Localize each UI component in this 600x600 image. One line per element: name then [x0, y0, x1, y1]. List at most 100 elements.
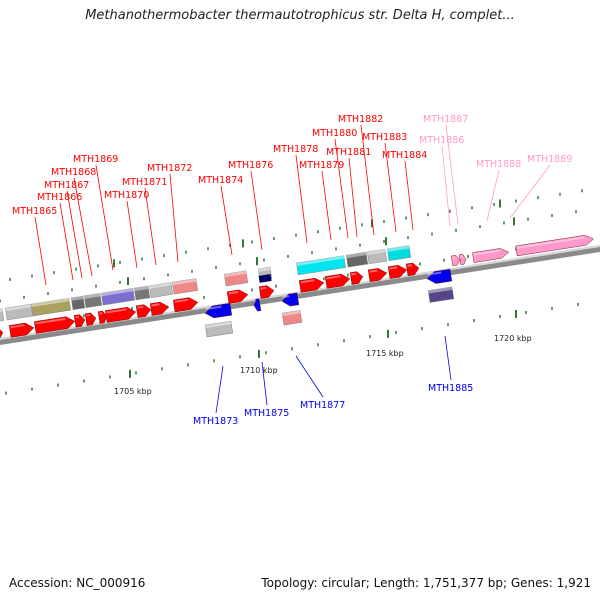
reverse-feature-box-fill — [427, 286, 455, 303]
gene-label[interactable]: MTH1874 — [198, 175, 243, 186]
topology-label: Topology: circular; Length: 1,751,377 bp… — [261, 576, 591, 590]
forward-gene-arrow[interactable] — [73, 314, 86, 328]
forward-gene-arrow-shine — [10, 324, 25, 329]
feature-box-fill — [366, 248, 388, 265]
faded-gene-arrow-body[interactable] — [459, 254, 467, 265]
gene-label[interactable]: MTH1873 — [193, 416, 238, 427]
gene-label[interactable]: MTH1867 — [44, 180, 89, 191]
feature-box — [386, 245, 412, 262]
forward-gene-arrow[interactable] — [258, 285, 275, 299]
gene-label[interactable]: MTH1870 — [104, 190, 149, 201]
gene-label[interactable]: MTH1889 — [527, 154, 572, 165]
reverse-gene-arrow-shine — [427, 271, 442, 276]
faded-gene-arrow[interactable] — [459, 254, 467, 265]
forward-gene-arrow[interactable] — [149, 301, 170, 316]
gene-label[interactable]: MTH1865 — [12, 206, 57, 217]
forward-gene-arrow[interactable] — [0, 327, 4, 341]
callout-line — [334, 138, 349, 239]
forward-gene-arrow-body[interactable] — [324, 273, 351, 289]
forward-gene-arrow-body[interactable] — [226, 289, 249, 304]
callout-line — [126, 200, 138, 269]
gene-arrows[interactable] — [0, 234, 595, 341]
gene-label[interactable]: MTH1876 — [228, 160, 273, 171]
forward-gene-arrow-body[interactable] — [73, 314, 86, 328]
feature-box-shine — [346, 252, 367, 259]
gene-label[interactable]: MTH1882 — [338, 114, 383, 125]
callout-line — [250, 170, 263, 251]
feature-box-fill — [258, 274, 272, 283]
forward-gene-arrow-body[interactable] — [172, 296, 199, 313]
forward-gene-arrow[interactable] — [367, 267, 388, 282]
faded-gene-arrow-body[interactable] — [451, 255, 461, 267]
gene-label[interactable]: MTH1881 — [326, 147, 371, 158]
forward-gene-arrow[interactable] — [135, 304, 152, 318]
gene-label[interactable]: MTH1880 — [312, 128, 357, 139]
faded-gene-arrow-body[interactable] — [515, 234, 595, 257]
reverse-gene-arrow-body[interactable] — [204, 303, 232, 319]
faded-gene-arrow-body[interactable] — [472, 247, 510, 263]
callout-line — [215, 365, 224, 414]
reverse-gene-arrow[interactable] — [281, 292, 300, 307]
forward-gene-arrow-body[interactable] — [135, 304, 152, 318]
forward-gene-arrow[interactable] — [387, 264, 408, 279]
gene-label[interactable]: MTH1868 — [51, 167, 96, 178]
forward-gene-arrow[interactable] — [105, 306, 137, 323]
forward-gene-arrow-body[interactable] — [8, 322, 35, 338]
gene-label[interactable]: MTH1887 — [423, 114, 468, 125]
faded-gene-arrow[interactable] — [515, 234, 595, 257]
reverse-gene-arrow-body[interactable] — [426, 268, 453, 285]
forward-gene-arrow-body[interactable] — [298, 277, 325, 293]
reverse-gene-arrow-body[interactable] — [281, 292, 300, 307]
callout-line — [34, 216, 47, 286]
faded-gene-arrow[interactable] — [451, 255, 461, 267]
forward-gene-arrow[interactable] — [298, 277, 325, 293]
callout-line — [295, 355, 324, 398]
gene-label[interactable]: MTH1883 — [362, 132, 407, 143]
feature-box-fill — [100, 288, 136, 306]
gene-label[interactable]: MTH1885 — [428, 383, 473, 394]
feature-box-fill — [148, 282, 174, 298]
forward-gene-arrow-body[interactable] — [0, 327, 4, 341]
gene-label[interactable]: MTH1879 — [299, 160, 344, 171]
feature-box-shine — [71, 296, 84, 301]
forward-gene-arrow-body[interactable] — [349, 271, 364, 285]
forward-gene-arrow[interactable] — [8, 322, 35, 338]
forward-gene-arrow[interactable] — [324, 273, 351, 289]
feature-box-shine — [84, 293, 101, 299]
forward-gene-arrow[interactable] — [349, 271, 364, 285]
feature-box — [345, 251, 369, 268]
gene-label[interactable]: MTH1869 — [73, 154, 118, 165]
reverse-gene-arrow-body[interactable] — [253, 298, 262, 312]
forward-gene-arrow-body[interactable] — [84, 312, 97, 326]
forward-gene-arrow[interactable] — [97, 310, 108, 324]
reverse-gene-arrow[interactable] — [426, 268, 453, 285]
reverse-gene-arrow[interactable] — [204, 303, 232, 319]
forward-gene-arrow[interactable] — [226, 289, 249, 304]
gene-label[interactable]: MTH1888 — [476, 159, 521, 170]
forward-gene-arrow-body[interactable] — [97, 310, 108, 324]
gene-label[interactable]: MTH1875 — [244, 408, 289, 419]
gene-label[interactable]: MTH1872 — [147, 163, 192, 174]
forward-gene-arrow[interactable] — [84, 312, 97, 326]
reverse-feature-box — [204, 320, 234, 338]
reverse-gene-arrow[interactable] — [253, 298, 262, 312]
gene-label[interactable]: MTH1886 — [419, 135, 464, 146]
forward-gene-arrow-body[interactable] — [258, 285, 275, 299]
faded-gene-arrow[interactable] — [472, 247, 510, 263]
gene-label[interactable]: MTH1877 — [300, 400, 345, 411]
forward-gene-arrow-body[interactable] — [105, 306, 137, 323]
forward-gene-arrow-body[interactable] — [34, 315, 76, 334]
forward-gene-arrow[interactable] — [172, 296, 199, 313]
gene-label[interactable]: MTH1878 — [273, 144, 318, 155]
forward-gene-arrow-body[interactable] — [387, 264, 408, 279]
forward-gene-arrow-body[interactable] — [405, 262, 420, 277]
gene-label[interactable]: MTH1884 — [382, 150, 427, 161]
forward-gene-arrow-body[interactable] — [367, 267, 388, 282]
forward-gene-arrow[interactable] — [34, 315, 76, 334]
reverse-feature-box-fill — [281, 310, 303, 326]
forward-gene-arrow[interactable] — [405, 262, 420, 277]
gene-label[interactable]: MTH1871 — [122, 177, 167, 188]
forward-gene-arrow-body[interactable] — [149, 301, 170, 316]
gene-label[interactable]: MTH1866 — [37, 192, 82, 203]
